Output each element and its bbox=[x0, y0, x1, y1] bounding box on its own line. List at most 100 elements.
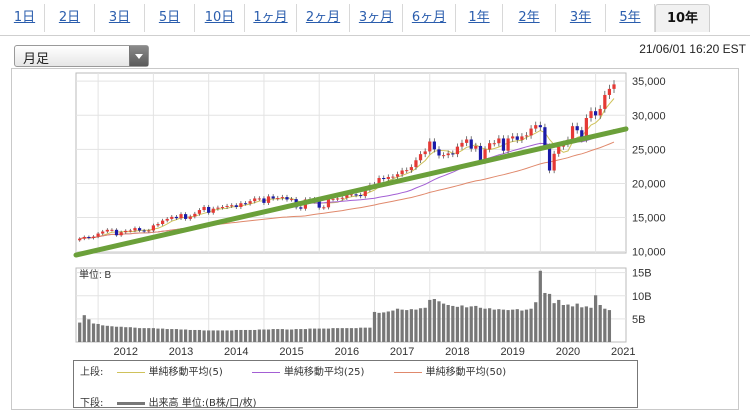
candle-body bbox=[432, 141, 436, 150]
volume-bar bbox=[446, 305, 450, 342]
volume-bar bbox=[483, 308, 487, 342]
candle-body bbox=[271, 196, 275, 199]
tab-12[interactable]: 3年 bbox=[556, 4, 606, 32]
volume-bar bbox=[566, 304, 570, 342]
volume-bar bbox=[423, 307, 427, 342]
volume-bar bbox=[230, 330, 234, 342]
candle-body bbox=[400, 170, 404, 175]
tab-1[interactable]: 1日 bbox=[5, 4, 45, 32]
candle-body bbox=[326, 199, 331, 208]
candle-body bbox=[474, 145, 478, 149]
chevron-down-icon[interactable] bbox=[129, 46, 148, 66]
volume-bar bbox=[543, 292, 547, 342]
candle-body bbox=[174, 216, 179, 219]
candle-body bbox=[524, 135, 529, 137]
volume-bar bbox=[575, 303, 579, 342]
volume-bar bbox=[497, 309, 501, 342]
candle-body bbox=[603, 94, 607, 109]
volume-bar bbox=[474, 305, 478, 342]
volume-bar bbox=[133, 327, 137, 342]
candle-body bbox=[331, 198, 335, 200]
tab-5[interactable]: 10日 bbox=[195, 4, 245, 32]
interval-select-value: 月足 bbox=[23, 52, 50, 67]
volume-bar bbox=[340, 328, 344, 342]
tab-7[interactable]: 2ヶ月 bbox=[297, 4, 350, 32]
volume-bar bbox=[248, 329, 252, 342]
tab-8[interactable]: 3ヶ月 bbox=[350, 4, 403, 32]
volume-bar bbox=[506, 310, 510, 342]
candle-body bbox=[225, 205, 229, 207]
volume-bar bbox=[225, 330, 229, 342]
volume-bar bbox=[193, 329, 197, 342]
candle-body bbox=[124, 230, 128, 233]
candle-body bbox=[483, 149, 487, 161]
volume-bar bbox=[570, 306, 575, 342]
candle-body bbox=[179, 214, 183, 219]
volume-bar bbox=[234, 329, 238, 342]
candle-body bbox=[142, 230, 146, 232]
volume-bar bbox=[271, 329, 275, 342]
volume-bar bbox=[137, 328, 142, 342]
price-plot-area bbox=[75, 72, 627, 254]
volume-bar bbox=[96, 323, 100, 342]
candle-body bbox=[455, 146, 460, 155]
volume-bar bbox=[114, 326, 119, 342]
tab-9[interactable]: 6ヶ月 bbox=[403, 4, 456, 32]
volume-bar bbox=[607, 310, 612, 342]
volume-bar bbox=[478, 307, 483, 342]
volume-bar bbox=[515, 309, 519, 342]
candle-body bbox=[87, 236, 91, 238]
x-tick-label: 2015 bbox=[279, 346, 303, 358]
tab-11[interactable]: 2年 bbox=[503, 4, 556, 32]
volume-bar bbox=[441, 303, 446, 342]
candle-body bbox=[188, 216, 192, 219]
volume-bar bbox=[294, 329, 298, 342]
legend-lower-row: 下段: 出来高 単位:(B株/口/枚) bbox=[80, 394, 273, 409]
candle-body bbox=[580, 130, 584, 140]
tab-13[interactable]: 5年 bbox=[606, 4, 655, 32]
candle-body bbox=[557, 146, 561, 154]
tab-3[interactable]: 3日 bbox=[95, 4, 145, 32]
candle-body bbox=[197, 210, 202, 214]
candle-body bbox=[354, 194, 358, 196]
candle-body bbox=[193, 213, 197, 217]
volume-bar bbox=[465, 307, 469, 342]
volume-bar bbox=[593, 295, 598, 342]
candle-body bbox=[207, 206, 211, 213]
tab-4[interactable]: 5日 bbox=[145, 4, 195, 32]
timestamp: 21/06/01 16:20 EST bbox=[639, 42, 746, 56]
volume-bar bbox=[289, 329, 294, 342]
tab-10[interactable]: 1年 bbox=[456, 4, 503, 32]
tab-6[interactable]: 1ヶ月 bbox=[245, 4, 297, 32]
candle-body bbox=[382, 178, 386, 180]
candle-body bbox=[441, 155, 446, 157]
legend-lower-label: 下段: bbox=[80, 398, 104, 409]
x-tick-label: 2014 bbox=[224, 346, 248, 358]
volume-bar bbox=[299, 329, 303, 342]
volume-tick-label: 10B bbox=[632, 291, 652, 303]
volume-bar bbox=[428, 299, 432, 342]
candle-body bbox=[211, 208, 215, 213]
legend-upper-label: 上段: bbox=[80, 367, 104, 378]
candle-body bbox=[322, 207, 326, 209]
tab-14[interactable]: 10年 bbox=[655, 4, 710, 32]
candle-body bbox=[538, 125, 542, 128]
candle-body bbox=[101, 231, 105, 234]
volume-bar bbox=[603, 308, 607, 342]
x-tick-label: 2012 bbox=[114, 346, 138, 358]
candle-body bbox=[520, 136, 524, 140]
candle-body bbox=[363, 189, 367, 197]
volume-bar bbox=[326, 328, 331, 342]
candle-body bbox=[285, 197, 289, 200]
volume-bar bbox=[87, 319, 91, 342]
candle-body bbox=[336, 198, 340, 200]
candle-body bbox=[170, 216, 174, 219]
volume-bar bbox=[418, 308, 423, 342]
tab-2[interactable]: 2日 bbox=[45, 4, 95, 32]
interval-select[interactable]: 月足 bbox=[14, 45, 149, 67]
volume-bar bbox=[124, 327, 128, 342]
candle-body bbox=[299, 207, 303, 209]
volume-bar bbox=[354, 328, 358, 342]
candle-body bbox=[395, 174, 400, 177]
candle-body bbox=[506, 138, 510, 151]
